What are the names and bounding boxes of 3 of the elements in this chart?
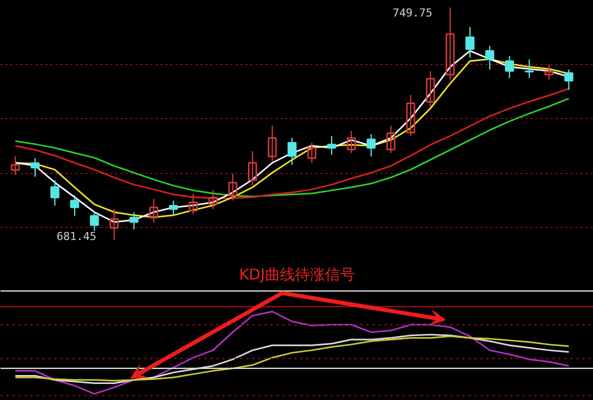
annotation: 681.45 bbox=[56, 230, 96, 243]
annotation: 749.75 bbox=[392, 6, 432, 20]
chart-title: KDJ曲线待涨信号 bbox=[239, 266, 355, 284]
